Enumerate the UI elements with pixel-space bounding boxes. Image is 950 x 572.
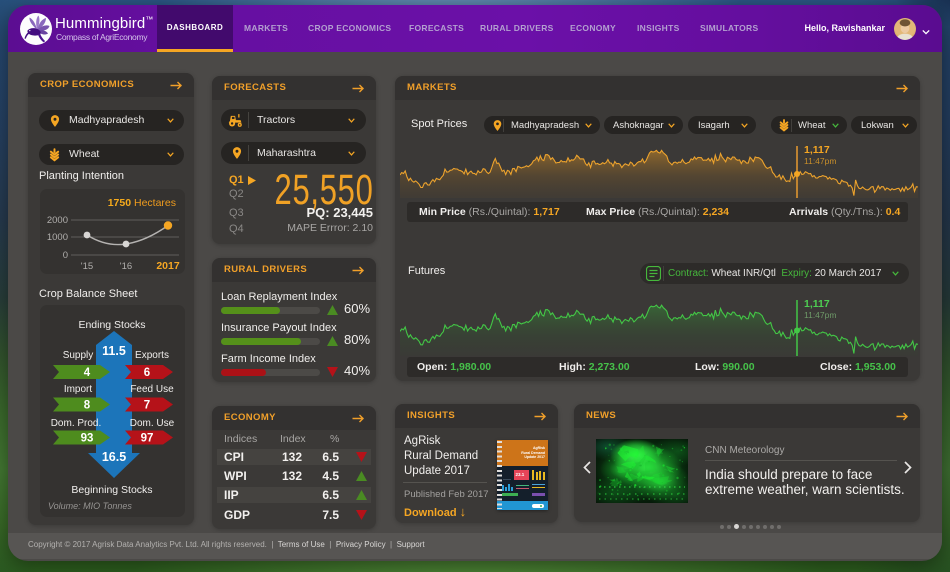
svg-text:Dom. Use: Dom. Use (130, 418, 175, 429)
svg-text:6: 6 (144, 367, 150, 379)
svg-text:Supply: Supply (63, 350, 94, 361)
svg-text:0: 0 (63, 250, 68, 261)
svg-text:Import: Import (64, 384, 93, 395)
svg-text:Dom. Prod.: Dom. Prod. (51, 418, 102, 429)
svg-text:Ending Stocks: Ending Stocks (78, 319, 145, 331)
svg-text:2017: 2017 (156, 260, 180, 272)
svg-text:1000: 1000 (47, 232, 68, 243)
svg-text:Feed Use: Feed Use (130, 384, 174, 395)
svg-text:11:47pm: 11:47pm (804, 156, 836, 166)
svg-text:8: 8 (84, 400, 91, 412)
svg-text:'16: '16 (120, 261, 132, 272)
svg-text:1,117: 1,117 (804, 144, 830, 156)
svg-text:11:47pm: 11:47pm (804, 310, 836, 320)
svg-text:Beginning Stocks: Beginning Stocks (71, 484, 152, 496)
svg-text:'15: '15 (81, 261, 93, 272)
svg-text:11.5: 11.5 (102, 344, 126, 358)
svg-text:4: 4 (84, 367, 91, 379)
svg-text:93: 93 (81, 433, 94, 445)
svg-text:2000: 2000 (47, 215, 68, 226)
svg-text:97: 97 (141, 433, 154, 445)
svg-text:1,117: 1,117 (804, 298, 830, 310)
svg-text:Volume: MIO Tonnes: Volume: MIO Tonnes (48, 501, 132, 511)
svg-text:16.5: 16.5 (102, 450, 126, 464)
svg-text:Exports: Exports (135, 350, 169, 361)
svg-text:7: 7 (144, 400, 150, 412)
svg-text:1750 Hectares: 1750 Hectares (108, 197, 176, 209)
